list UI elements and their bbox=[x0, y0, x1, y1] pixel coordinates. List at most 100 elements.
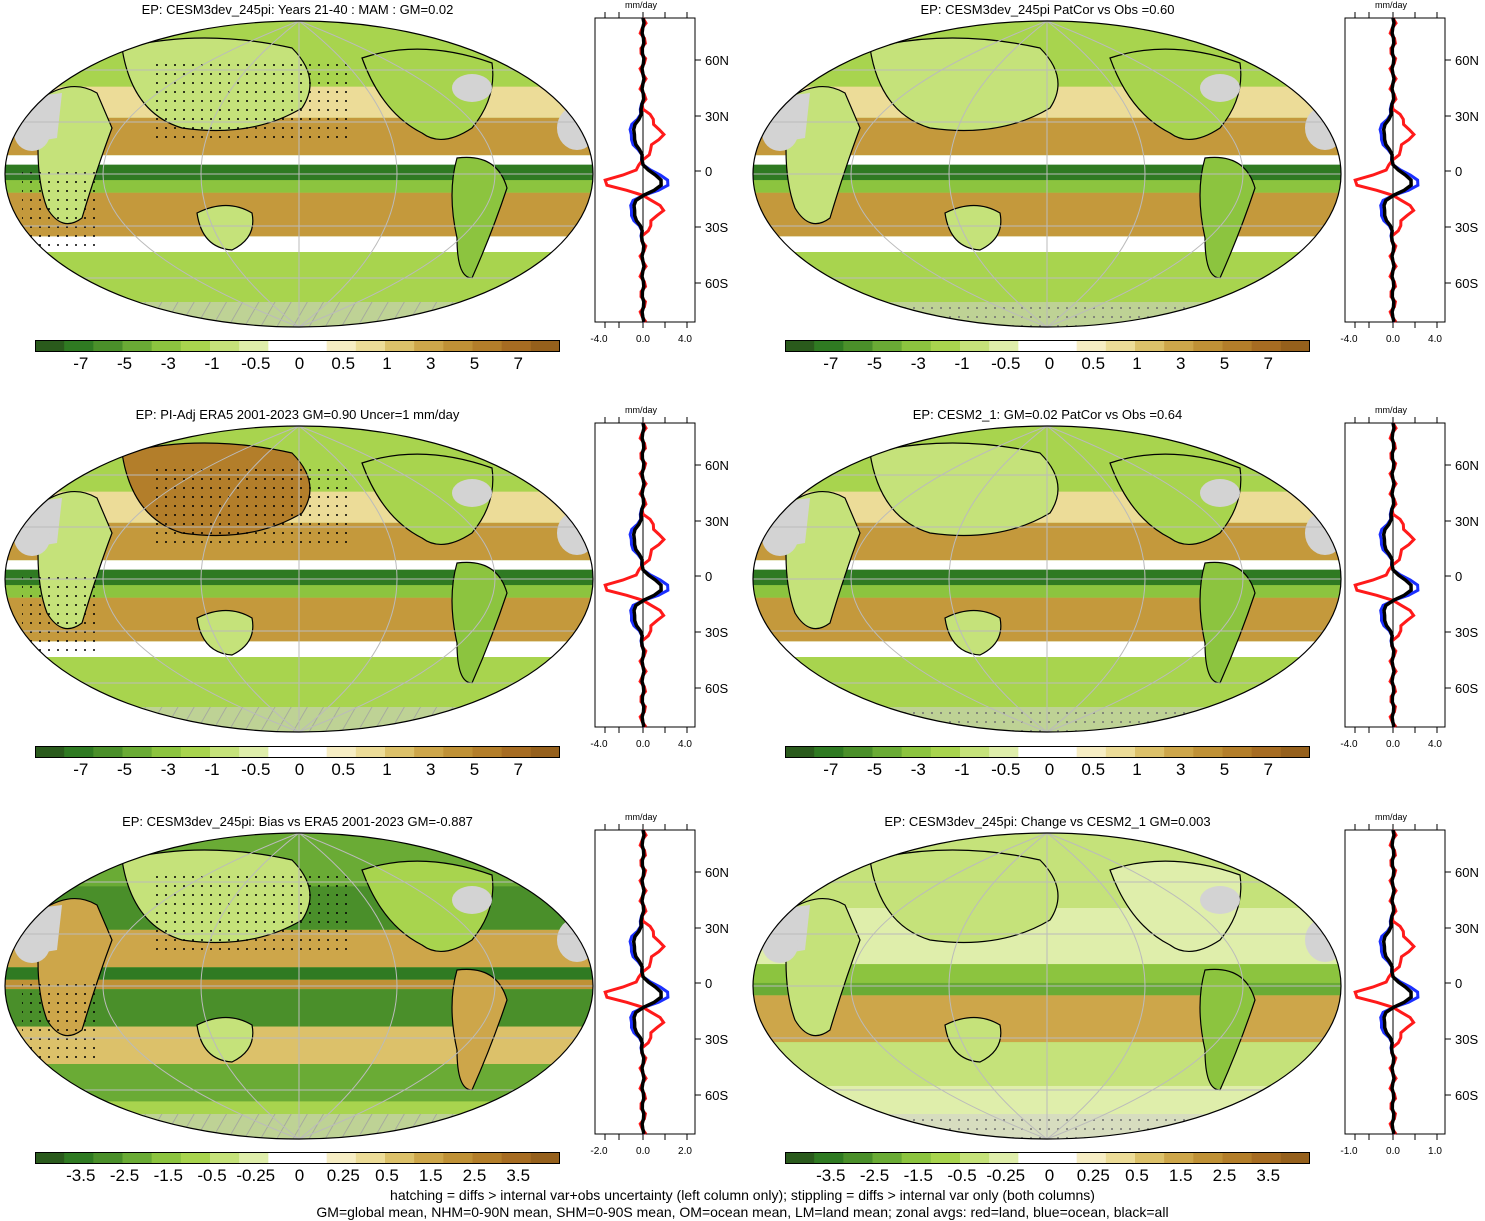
zonal-units-label: mm/day bbox=[1375, 812, 1408, 822]
colorbar-tick-label: 3.5 bbox=[506, 1166, 531, 1185]
zonal-x-tick-label: 0.0 bbox=[636, 739, 650, 750]
zonal-lat-label: 0 bbox=[1455, 164, 1462, 179]
colorbar-tick-label: 0 bbox=[1044, 760, 1055, 779]
colorbar-swatch bbox=[35, 1152, 65, 1164]
panel-title: EP: CESM3dev_245pi: Years 21-40 : MAM : … bbox=[141, 2, 454, 17]
colorbar-swatch bbox=[472, 1152, 503, 1164]
colorbar-tick-label: -2.5 bbox=[859, 1166, 890, 1185]
precip-map bbox=[4, 832, 594, 1140]
colorbar-swatch bbox=[93, 746, 123, 758]
colorbar bbox=[35, 340, 560, 352]
zonal-lat-label: 60N bbox=[705, 865, 729, 880]
zonal-x-tick-label: 0.0 bbox=[1386, 334, 1400, 345]
colorbar-swatch bbox=[1251, 340, 1282, 352]
colorbar-tick-label: -7 bbox=[823, 354, 839, 373]
colorbar-tick-label: -5 bbox=[116, 354, 133, 373]
colorbar-swatch bbox=[93, 340, 123, 352]
zonal-lat-label: 60S bbox=[705, 681, 728, 696]
zonal-lat-label: 30S bbox=[705, 220, 728, 235]
colorbar-tick-label: -3 bbox=[910, 354, 926, 373]
colorbar-swatch bbox=[472, 746, 503, 758]
zonal-x-tick-label: 0.0 bbox=[636, 1146, 650, 1157]
colorbar-tick-label: 0 bbox=[294, 354, 305, 373]
zonal-mean-plot: mm/day -4.0 0.0 4.0 60N 30N 0 30S 60S bbox=[590, 0, 729, 345]
colorbar-swatch bbox=[1222, 1152, 1253, 1164]
precip-map bbox=[752, 425, 1342, 733]
colorbar-swatch bbox=[1047, 1152, 1078, 1164]
zonal-lat-label: 60S bbox=[1455, 681, 1478, 696]
colorbar-swatch bbox=[843, 746, 873, 758]
colorbar-swatch bbox=[1135, 1152, 1165, 1164]
colorbar-swatch bbox=[989, 340, 1019, 352]
colorbar-swatch bbox=[64, 746, 94, 758]
colorbar-tick-label: 3 bbox=[1176, 354, 1186, 373]
zonal-x-tick-label: -4.0 bbox=[590, 739, 608, 750]
colorbar-labels: -7 -5 -3 -1 -0.5 0 0.5 1 3 5 7 bbox=[35, 760, 560, 780]
colorbar-swatch bbox=[1222, 746, 1253, 758]
colorbar-tick-label: -5 bbox=[866, 760, 883, 779]
colorbar-swatch bbox=[930, 340, 961, 352]
zonal-units-label: mm/day bbox=[1375, 405, 1408, 415]
panel-title: EP: CESM3dev_245pi: Bias vs ERA5 2001-20… bbox=[122, 814, 473, 829]
footer-note: hatching = diffs > internal var+obs unce… bbox=[0, 1187, 1485, 1221]
colorbar-swatch bbox=[872, 1152, 903, 1164]
colorbar-swatch bbox=[122, 746, 153, 758]
zonal-x-tick-label: 4.0 bbox=[678, 334, 692, 345]
colorbar-labels: -7 -5 -3 -1 -0.5 0 0.5 1 3 5 7 bbox=[785, 760, 1310, 780]
colorbar-swatch bbox=[530, 1152, 560, 1164]
precip-map bbox=[4, 20, 594, 328]
colorbar-swatch bbox=[901, 340, 932, 352]
colorbar-swatch bbox=[930, 746, 961, 758]
colorbar-tick-label: -1 bbox=[954, 354, 970, 373]
zonal-lat-label: 60S bbox=[1455, 276, 1478, 291]
colorbar-tick-label: 1 bbox=[1132, 354, 1142, 373]
colorbar-swatch bbox=[151, 1152, 182, 1164]
colorbar-swatch bbox=[1105, 340, 1136, 352]
colorbar-swatch bbox=[501, 340, 532, 352]
colorbar-tick-label: -0.5 bbox=[197, 1166, 227, 1185]
colorbar-tick-label: 7 bbox=[1263, 354, 1273, 373]
colorbar-tick-label: 0 bbox=[1044, 1166, 1055, 1185]
colorbar-tick-label: -0.5 bbox=[947, 1166, 977, 1185]
colorbar-tick-label: 0 bbox=[294, 1166, 305, 1185]
zonal-mean-plot: mm/day -1.0 0.0 1.0 60N 30N 0 30S 60S bbox=[1340, 812, 1479, 1157]
colorbar-swatch bbox=[355, 1152, 386, 1164]
zonal-lat-label: 30N bbox=[705, 109, 729, 124]
zonal-x-tick-label: 1.0 bbox=[1428, 1146, 1442, 1157]
colorbar-swatch bbox=[960, 746, 990, 758]
colorbar-tick-label: 0.25 bbox=[326, 1166, 360, 1185]
colorbar-swatch bbox=[1280, 746, 1310, 758]
zonal-lat-label: 30N bbox=[705, 514, 729, 529]
colorbar-swatch bbox=[1076, 1152, 1107, 1164]
zonal-lat-label: 60N bbox=[1455, 865, 1479, 880]
colorbar-swatch bbox=[268, 1152, 298, 1164]
colorbar-tick-label: 1.5 bbox=[1168, 1166, 1193, 1185]
colorbar-swatch bbox=[872, 340, 903, 352]
colorbar-swatch bbox=[239, 746, 269, 758]
colorbar-swatch bbox=[239, 340, 269, 352]
zonal-lat-label: 30S bbox=[1455, 625, 1478, 640]
colorbar-tick-label: -3.5 bbox=[66, 1166, 96, 1185]
colorbar-swatch bbox=[443, 1152, 473, 1164]
zonal-lat-label: 0 bbox=[705, 164, 712, 179]
zonal-x-tick-label: -4.0 bbox=[590, 334, 608, 345]
colorbar-swatch bbox=[385, 340, 415, 352]
zonal-units-label: mm/day bbox=[625, 812, 658, 822]
colorbar-swatch bbox=[901, 746, 932, 758]
colorbar bbox=[785, 1152, 1310, 1164]
colorbar-swatch bbox=[472, 340, 503, 352]
colorbar-tick-label: -7 bbox=[823, 760, 839, 779]
colorbar-tick-label: 0.5 bbox=[331, 354, 356, 373]
zonal-x-tick-label: 2.0 bbox=[678, 1146, 692, 1157]
colorbar-labels: -7 -5 -3 -1 -0.5 0 0.5 1 3 5 7 bbox=[35, 354, 560, 374]
colorbar-swatch bbox=[501, 1152, 532, 1164]
colorbar-swatch bbox=[180, 340, 211, 352]
colorbar-swatch bbox=[326, 746, 357, 758]
colorbar-tick-label: 0.5 bbox=[1081, 354, 1106, 373]
colorbar-swatch bbox=[180, 1152, 211, 1164]
colorbar-tick-label: 3 bbox=[426, 760, 436, 779]
zonal-lat-label: 0 bbox=[705, 976, 712, 991]
colorbar-tick-label: 1 bbox=[1132, 760, 1142, 779]
colorbar-tick-label: 3.5 bbox=[1256, 1166, 1281, 1185]
zonal-lat-label: 0 bbox=[1455, 976, 1462, 991]
